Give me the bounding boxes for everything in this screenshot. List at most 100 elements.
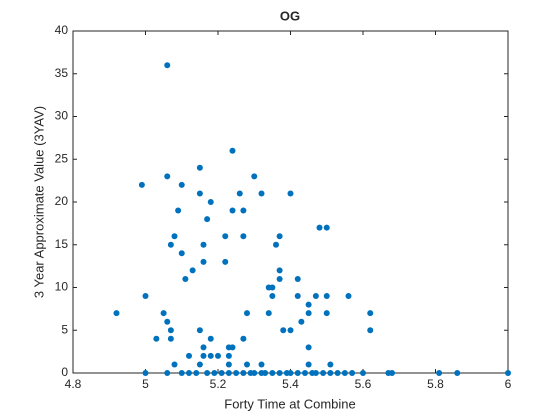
data-point [164,62,171,69]
data-point [207,352,214,359]
data-point [323,224,330,231]
data-point [167,335,174,342]
data-point [345,293,352,300]
data-point [302,370,308,376]
data-point [240,370,247,376]
y-tick-label: 10 [55,280,69,294]
data-point [454,370,461,376]
data-point [287,190,294,197]
data-point [233,370,240,376]
data-point [258,190,265,197]
data-point [186,352,192,359]
data-point [334,370,341,376]
data-point [294,275,301,282]
data-point [196,190,203,197]
data-point [269,370,276,376]
data-point [138,181,145,188]
data-point [312,370,319,376]
data-point [211,370,218,376]
data-point [193,370,200,376]
data-point [367,310,374,317]
data-point [178,181,185,188]
y-tick-label: 35 [55,66,69,80]
data-point [294,293,301,300]
data-point [323,293,330,300]
data-point [222,258,229,265]
data-point [251,370,258,376]
x-axis-label: Forty Time at Combine [224,396,356,411]
data-point [327,361,334,368]
data-point [251,173,258,180]
data-point [153,335,160,342]
data-point [287,327,294,334]
x-tick-label: 6 [505,377,512,391]
y-tick-label: 5 [61,322,68,336]
data-point [436,370,443,376]
data-point [367,327,374,334]
data-point [298,318,305,325]
data-point [323,310,330,317]
data-point [320,370,327,376]
data-point [218,370,225,376]
data-point [225,352,232,359]
data-point [200,344,207,351]
data-point [229,207,236,214]
data-point [164,370,171,376]
data-point [204,216,211,223]
y-tick-label: 40 [55,23,69,37]
data-point [204,370,211,376]
x-tick-label: 4.8 [65,377,82,391]
data-point [244,310,250,317]
data-point [349,370,356,376]
data-point [196,164,203,171]
data-point [196,361,203,368]
data-point [215,352,221,359]
data-point [142,293,149,300]
data-point [225,370,232,376]
data-point [305,310,312,317]
data-point [327,370,334,376]
data-point [240,207,247,214]
data-point [265,310,272,317]
x-tick-label: 5.6 [355,377,372,391]
data-point [229,344,236,351]
data-point [305,361,312,368]
data-point [160,310,167,317]
y-tick-label: 25 [55,151,69,165]
data-point [280,327,287,334]
data-point [240,233,247,240]
data-point [240,335,247,342]
data-point [175,207,182,214]
data-point [305,301,312,308]
data-point [276,267,283,274]
chart-title: OG [280,8,300,23]
data-point [276,370,283,376]
data-point [229,147,236,154]
data-point [276,275,283,282]
data-point [258,361,265,368]
data-point [200,241,207,248]
data-point [269,284,276,291]
x-tick-label: 5.2 [210,377,227,391]
y-tick-label: 30 [55,109,69,123]
y-axis-label: 3 Year Approximate Value (3YAV) [31,106,46,298]
data-point [389,370,395,376]
data-point [236,190,243,197]
data-point [262,370,269,376]
data-point [207,335,214,342]
data-point [167,241,174,248]
data-point [294,370,301,376]
y-tick-label: 15 [55,237,69,251]
x-tick-label: 5.4 [282,377,299,391]
data-point [316,224,323,231]
data-point [244,361,250,368]
data-point [186,370,192,376]
y-tick-label: 20 [55,194,69,208]
x-tick-label: 5.8 [427,377,444,391]
data-point [113,310,120,317]
data-point [164,173,171,180]
data-point [269,293,276,300]
data-point [287,370,294,376]
